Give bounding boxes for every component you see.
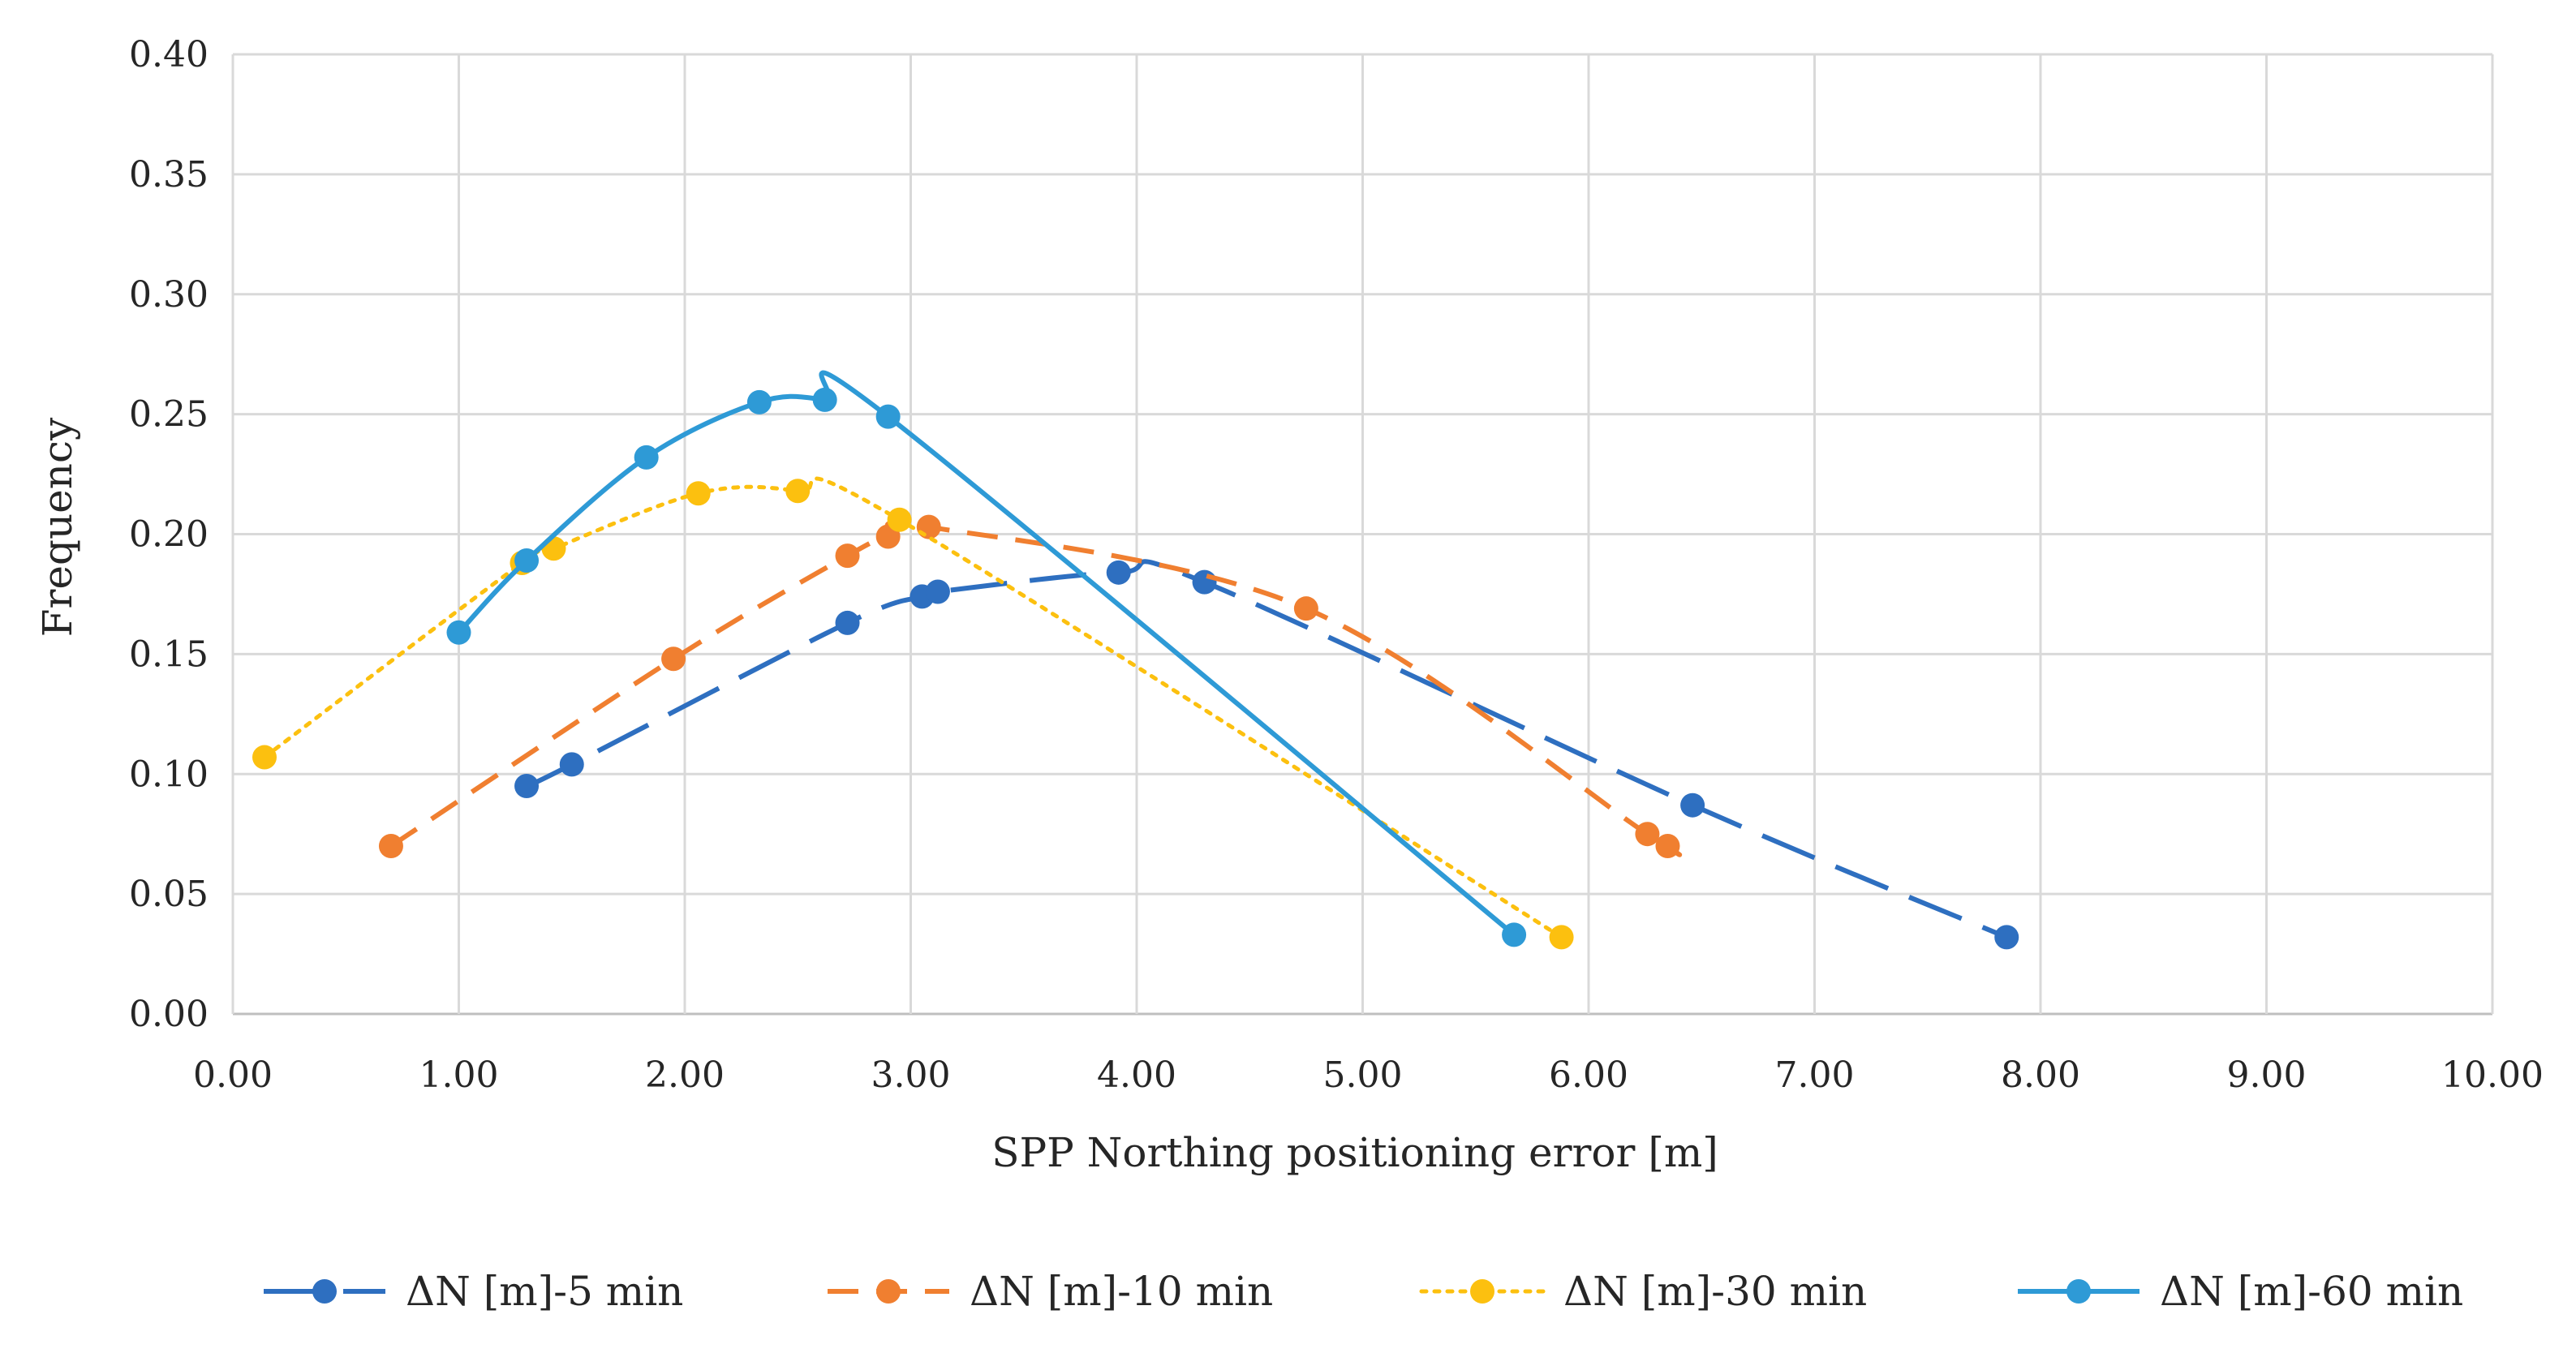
series-line (389, 520, 1683, 857)
data-point (686, 481, 711, 506)
data-point (1635, 822, 1660, 847)
series-3 (252, 476, 1574, 950)
x-tick-label: 5.00 (1323, 1054, 1403, 1096)
y-tick-label: 0.10 (129, 754, 209, 795)
data-point (835, 610, 860, 635)
y-tick-label: 0.05 (129, 874, 209, 915)
x-tick-label: 1.00 (419, 1054, 499, 1096)
data-point (252, 745, 277, 770)
data-point (1549, 925, 1574, 950)
y-axis-ticks: 0.00 0.05 0.10 0.15 0.20 0.25 0.30 0.35 0.40 (129, 34, 209, 1035)
legend-item: ΔN [m]-30 min (1419, 1268, 1867, 1315)
data-point (785, 479, 811, 504)
legend-swatch-marker (312, 1279, 337, 1304)
data-point (916, 514, 941, 539)
x-tick-label: 9.00 (2227, 1054, 2307, 1096)
y-tick-label: 0.40 (129, 34, 209, 75)
series-2 (378, 514, 1683, 858)
y-tick-label: 0.35 (129, 154, 209, 195)
series-4 (446, 370, 1527, 947)
data-point (1680, 792, 1705, 818)
x-tick-label: 8.00 (2001, 1054, 2080, 1096)
legend-label: ΔN [m]-10 min (970, 1268, 1273, 1315)
legend-swatch-marker (876, 1279, 901, 1304)
data-point (514, 774, 540, 799)
grid (231, 53, 2494, 1016)
data-point (514, 548, 540, 573)
data-point (875, 404, 901, 429)
x-tick-label: 0.00 (193, 1054, 273, 1096)
data-point (661, 646, 686, 672)
y-tick-label: 0.15 (129, 634, 209, 675)
data-point (1293, 596, 1318, 621)
data-point (446, 620, 471, 645)
data-point (1655, 833, 1680, 858)
x-tick-label: 6.00 (1549, 1054, 1628, 1096)
legend-item: ΔN [m]-5 min (264, 1268, 683, 1315)
legend-swatch-marker (1470, 1279, 1494, 1304)
x-tick-label: 3.00 (871, 1054, 951, 1096)
data-point (835, 543, 860, 569)
legend-label: ΔN [m]-60 min (2160, 1268, 2463, 1315)
legend-label: ΔN [m]-5 min (406, 1268, 683, 1315)
y-tick-label: 0.25 (129, 394, 209, 436)
data-point (812, 387, 837, 412)
data-point (1106, 560, 1131, 585)
legend: ΔN [m]-5 min ΔN [m]-10 min ΔN [m]-30 min ΔN… (264, 1268, 2463, 1315)
legend-item: ΔN [m]-10 min (828, 1268, 1273, 1315)
data-point (887, 507, 912, 532)
x-axis-ticks: 0.00 1.00 2.00 3.00 4.00 5.00 6.00 7.00 8.00 9.00… (193, 1054, 2544, 1096)
x-axis-title: SPP Northing positioning error [m] (991, 1129, 1718, 1176)
y-tick-label: 0.00 (129, 994, 209, 1035)
x-tick-label: 7.00 (1775, 1054, 1855, 1096)
x-tick-label: 10.00 (2441, 1054, 2544, 1096)
data-point (378, 833, 403, 858)
legend-label: ΔN [m]-30 min (1563, 1268, 1867, 1315)
data-point (746, 389, 772, 414)
legend-swatch-marker (2066, 1279, 2091, 1304)
legend-item: ΔN [m]-60 min (2018, 1268, 2463, 1315)
data-point (1192, 569, 1217, 595)
data-point (634, 445, 659, 470)
series-layer (252, 370, 2019, 950)
data-point (559, 752, 584, 777)
y-tick-label: 0.30 (129, 274, 209, 316)
data-point (1502, 922, 1527, 947)
x-tick-label: 2.00 (645, 1054, 725, 1096)
x-tick-label: 4.00 (1097, 1054, 1176, 1096)
data-point (1994, 925, 2019, 950)
y-tick-label: 0.20 (129, 514, 209, 556)
data-point (925, 579, 950, 604)
y-axis-title: Frequency (34, 417, 81, 637)
